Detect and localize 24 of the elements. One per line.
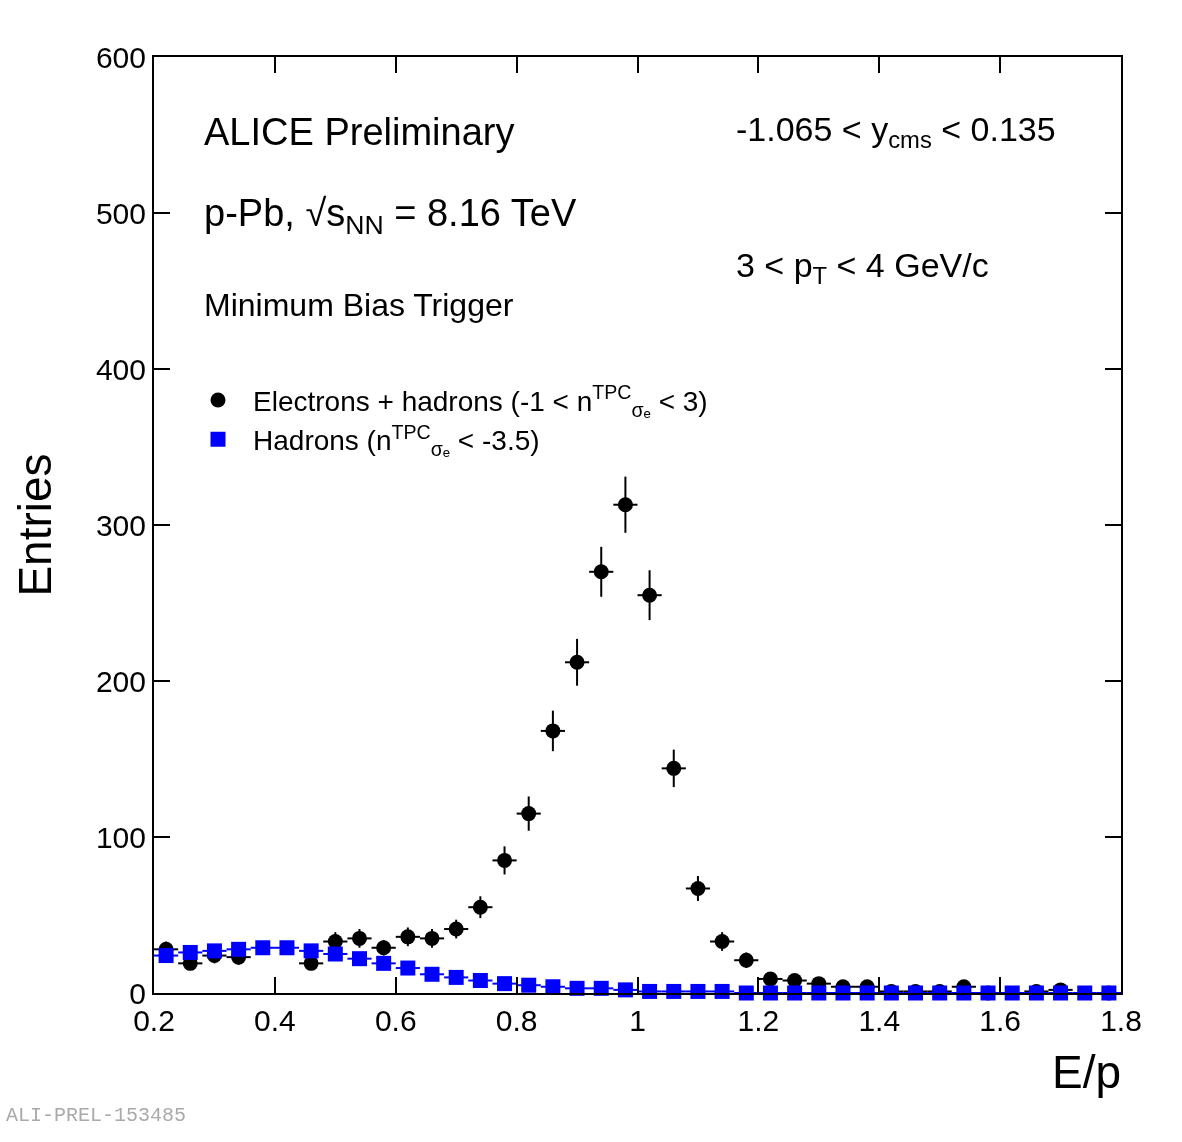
annotation: Minimum Bias Trigger	[204, 287, 514, 323]
annotation: ALICE Preliminary	[204, 111, 515, 153]
legend-label: Electrons + hadrons (-1 < n$^{TPC}$$_{σₑ}$ < 3)	[253, 381, 708, 421]
x-tick-label: 1.8	[1100, 1004, 1142, 1037]
x-tick-label: 1	[629, 1004, 646, 1037]
x-tick-label: 0.6	[374, 1004, 417, 1037]
annotation: 3 < p$_{T}$ < 4 GeV/c	[736, 246, 989, 290]
legend-label: Hadrons (n$^{TPC}$$_{σₑ}$ < -3.5)	[253, 420, 540, 461]
y-tick-label: 600	[95, 40, 146, 74]
annotation: p-Pb, √s$_{NN}$ = 8.16 TeV	[204, 192, 577, 240]
y-tick-label: 200	[95, 664, 146, 698]
y-axis-title: Entries	[9, 453, 61, 597]
y-tick-label: 500	[95, 196, 146, 230]
y-tick-label: 400	[95, 352, 146, 386]
x-tick-label: 1.2	[737, 1004, 780, 1037]
y-tick-label: 100	[95, 820, 146, 854]
x-tick-label: 1.4	[858, 1004, 901, 1037]
annotation: -1.065 < y$_{cms}$ < 0.135	[736, 110, 1056, 154]
x-tick-label: 1.6	[979, 1004, 1021, 1037]
y-tick-label: 300	[95, 508, 146, 542]
x-axis-title: E/p	[1051, 1046, 1121, 1099]
x-tick-label: 0.4	[254, 1004, 296, 1037]
text: ALI-PREL-153485	[6, 1104, 187, 1127]
x-tick-label: 0.8	[495, 1004, 538, 1037]
